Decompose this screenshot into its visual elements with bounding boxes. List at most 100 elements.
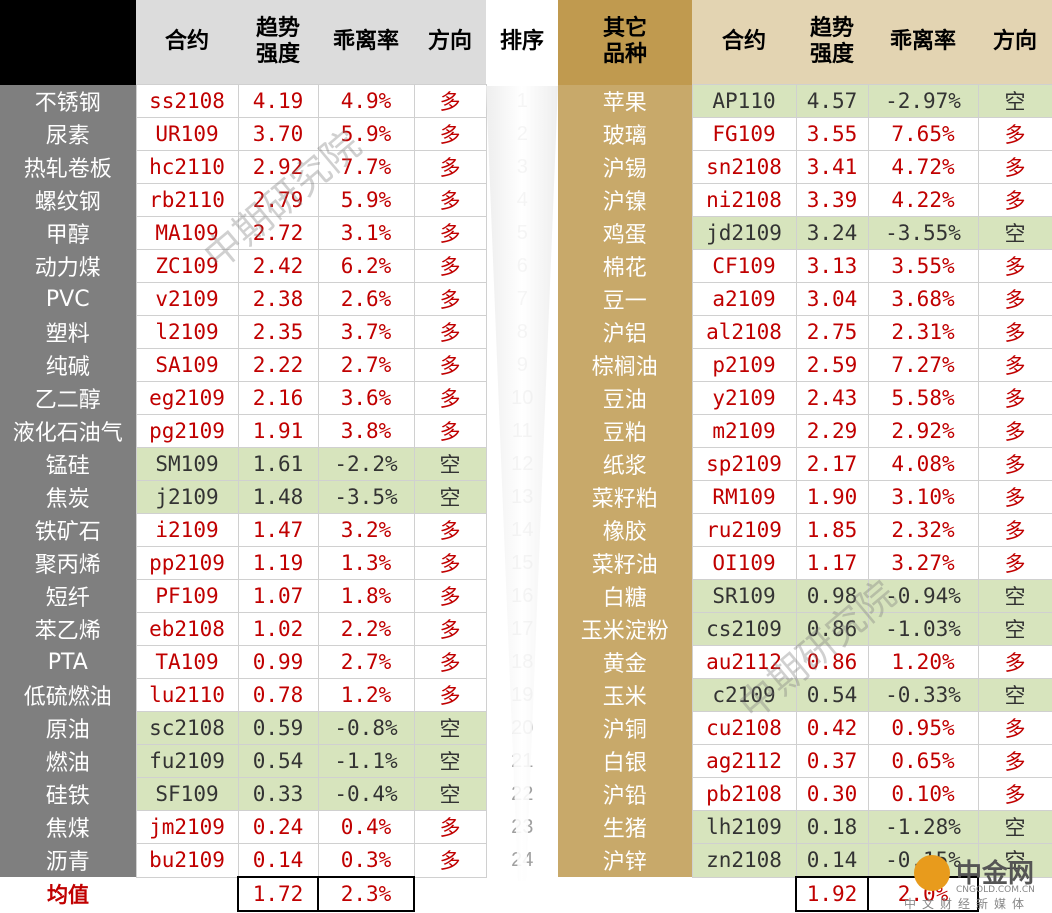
left-trend-strength: 4.19 [237, 84, 319, 118]
right-commodity-name: 沪锌 [558, 843, 692, 877]
right-direction: 空 [977, 216, 1052, 250]
right-deviation-rate: 2.32% [867, 513, 979, 547]
right-trend-strength: 1.17 [795, 546, 869, 580]
right-commodity-name: 玻璃 [558, 117, 692, 151]
rank-number: 10 [486, 381, 558, 415]
left-deviation-rate: 1.3% [317, 546, 415, 580]
left-trend-strength: 0.59 [237, 711, 319, 745]
rank-number: 18 [486, 645, 558, 679]
left-contract-code: i2109 [135, 513, 239, 547]
right-contract-code: pb2108 [691, 777, 797, 811]
rank-number: 22 [486, 777, 558, 811]
left-direction: 空 [413, 744, 487, 778]
left-contract-code: SM109 [135, 447, 239, 481]
right-commodity-name: 豆油 [558, 381, 692, 415]
left-commodity-name: 塑料 [0, 315, 136, 349]
right-contract-code: cs2109 [691, 612, 797, 646]
right-contract-code: ru2109 [691, 513, 797, 547]
rank-number: 2 [486, 117, 558, 151]
right-trend-strength: 1.90 [795, 480, 869, 514]
right-commodity-name: 菜籽油 [558, 546, 692, 580]
left-commodity-name: PTA [0, 645, 136, 679]
right-direction: 多 [977, 117, 1052, 151]
left-commodity-name: 燃油 [0, 744, 136, 778]
right-direction: 空 [977, 678, 1052, 712]
left-contract-code: hc2110 [135, 150, 239, 184]
right-deviation-rate: 3.10% [867, 480, 979, 514]
right-trend-strength: 2.29 [795, 414, 869, 448]
left-commodity-name: 低硫燃油 [0, 678, 136, 712]
table-row: 聚丙烯 pp2109 1.19 1.3% 多 15 菜籽油 OI109 1.17 3.27% 多 [0, 546, 1052, 580]
right-commodity-name: 沪铝 [558, 315, 692, 349]
left-contract-code: eb2108 [135, 612, 239, 646]
left-trend-strength: 2.38 [237, 282, 319, 316]
right-commodity-name: 沪铅 [558, 777, 692, 811]
left-trend-strength: 0.54 [237, 744, 319, 778]
right-trend-strength: 2.17 [795, 447, 869, 481]
table-row: PTA TA109 0.99 2.7% 多 18 黄金 au2112 0.86 1.20% 多 [0, 645, 1052, 679]
table-row: 焦炭 j2109 1.48 -3.5% 空 13 菜籽粕 RM109 1.90 3.10% 多 [0, 480, 1052, 514]
average-blank [692, 877, 796, 911]
left-contract-code: SA109 [135, 348, 239, 382]
right-trend-strength: 0.30 [795, 777, 869, 811]
right-trend-strength: 3.55 [795, 117, 869, 151]
left-trend-strength: 3.70 [237, 117, 319, 151]
left-commodity-name: 甲醇 [0, 216, 136, 250]
left-deviation-rate: 3.6% [317, 381, 415, 415]
left-deviation-rate: 1.8% [317, 579, 415, 613]
left-deviation-rate: 3.1% [317, 216, 415, 250]
left-direction: 多 [413, 513, 487, 547]
left-deviation-rate: -2.2% [317, 447, 415, 481]
left-deviation-rate: 5.9% [317, 117, 415, 151]
left-contract-code: sc2108 [135, 711, 239, 745]
left-trend-strength: 1.91 [237, 414, 319, 448]
table-row: 沥青 bu2109 0.14 0.3% 多 24 沪锌 zn2108 0.14 -0.15% 空 [0, 843, 1052, 878]
right-contract-code: SR109 [691, 579, 797, 613]
left-contract-code: rb2110 [135, 183, 239, 217]
left-average-strength: 1.72 [237, 876, 319, 912]
left-commodity-name: 短纤 [0, 579, 136, 613]
table-row: PVC v2109 2.38 2.6% 多 7 豆一 a2109 3.04 3.68% 多 [0, 282, 1052, 316]
left-direction: 多 [413, 348, 487, 382]
right-deviation-rate: 4.22% [867, 183, 979, 217]
left-contract-code: UR109 [135, 117, 239, 151]
right-commodity-name: 棕榈油 [558, 348, 692, 382]
table-row: 液化石油气 pg2109 1.91 3.8% 多 11 豆粕 m2109 2.29 2.92% 多 [0, 414, 1052, 448]
left-direction: 多 [413, 315, 487, 349]
right-contract-code: OI109 [691, 546, 797, 580]
left-deviation-rate: -3.5% [317, 480, 415, 514]
left-contract-code: lu2110 [135, 678, 239, 712]
left-contract-code: TA109 [135, 645, 239, 679]
right-direction: 多 [977, 315, 1052, 349]
table-row: 尿素 UR109 3.70 5.9% 多 2 玻璃 FG109 3.55 7.65% 多 [0, 117, 1052, 151]
left-trend-strength: 1.19 [237, 546, 319, 580]
left-commodity-name: 液化石油气 [0, 414, 136, 448]
left-trend-strength: 1.48 [237, 480, 319, 514]
table-row: 焦煤 jm2109 0.24 0.4% 多 23 生猪 lh2109 0.18 -1.28% 空 [0, 810, 1052, 844]
left-contract-code: ss2108 [135, 84, 239, 118]
average-row: 均值 1.72 2.3% 1.92 2.0% [0, 876, 1052, 912]
table-row: 不锈钢 ss2108 4.19 4.9% 多 1 苹果 AP110 4.57 -2.97% 空 [0, 84, 1052, 118]
table-row: 短纤 PF109 1.07 1.8% 多 16 白糖 SR109 0.98 -0.94% 空 [0, 579, 1052, 613]
left-deviation-rate: 2.2% [317, 612, 415, 646]
right-commodity-name: 生猪 [558, 810, 692, 844]
right-trend-strength: 2.59 [795, 348, 869, 382]
right-contract-code: cu2108 [691, 711, 797, 745]
left-contract-code: SF109 [135, 777, 239, 811]
average-label: 均值 [47, 883, 89, 907]
right-average-deviation: 2.0% [867, 876, 979, 912]
right-average-strength: 1.92 [795, 876, 869, 912]
left-direction: 多 [413, 150, 487, 184]
table-row: 硅铁 SF109 0.33 -0.4% 空 22 沪铅 pb2108 0.30 0.10% 多 [0, 777, 1052, 811]
left-deviation-rate: 2.7% [317, 348, 415, 382]
left-commodity-name: 铁矿石 [0, 513, 136, 547]
left-commodity-name: 热轧卷板 [0, 150, 136, 184]
table-row: 纯碱 SA109 2.22 2.7% 多 9 棕榈油 p2109 2.59 7.27% 多 [0, 348, 1052, 382]
left-trend-strength: 2.79 [237, 183, 319, 217]
right-deviation-rate: -3.55% [867, 216, 979, 250]
right-contract-code: p2109 [691, 348, 797, 382]
right-deviation-rate: 4.08% [867, 447, 979, 481]
